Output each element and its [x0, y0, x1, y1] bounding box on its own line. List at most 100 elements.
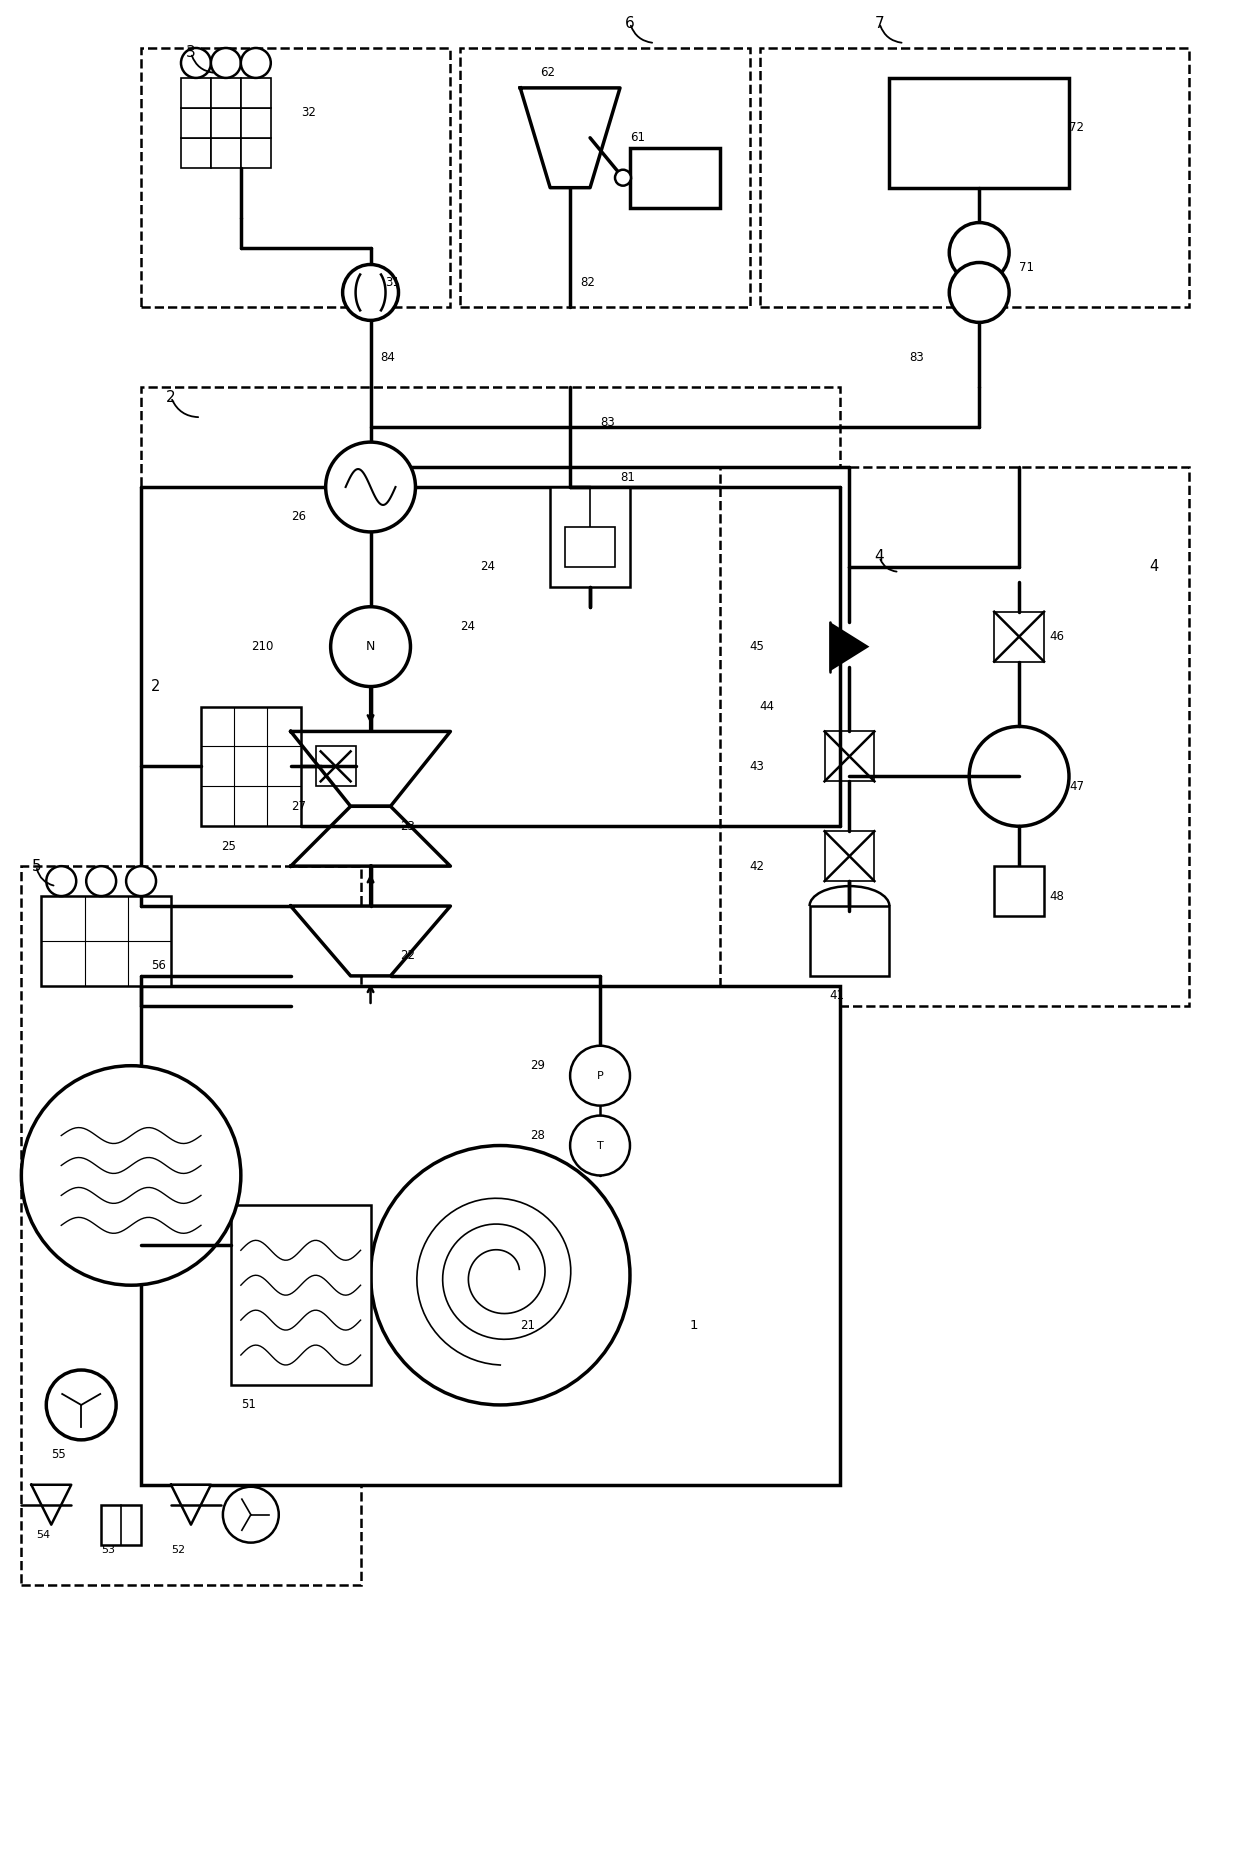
Text: 71: 71	[1019, 261, 1034, 274]
Circle shape	[87, 866, 117, 896]
Bar	[994, 612, 1044, 662]
Bar	[231, 1205, 371, 1385]
Bar	[141, 388, 839, 1006]
Circle shape	[126, 866, 156, 896]
Text: 31: 31	[386, 276, 401, 289]
Text: 72: 72	[1069, 121, 1084, 134]
Text: 22: 22	[401, 950, 415, 963]
Polygon shape	[290, 806, 450, 866]
Text: 61: 61	[630, 131, 645, 144]
Text: 27: 27	[290, 801, 306, 814]
Circle shape	[615, 170, 631, 187]
Bar	[630, 147, 719, 207]
Text: 4: 4	[1148, 560, 1158, 575]
Circle shape	[46, 866, 76, 896]
Bar	[460, 49, 750, 308]
Text: 3: 3	[186, 45, 196, 60]
Polygon shape	[171, 1485, 211, 1525]
Text: 48: 48	[1049, 890, 1064, 903]
Polygon shape	[830, 621, 869, 672]
Text: 6: 6	[625, 15, 635, 30]
Circle shape	[970, 726, 1069, 827]
Text: 54: 54	[36, 1530, 51, 1539]
Circle shape	[46, 1370, 117, 1441]
Bar	[41, 896, 171, 985]
Bar	[241, 138, 270, 168]
Text: 210: 210	[250, 640, 273, 653]
Circle shape	[950, 222, 1009, 282]
Bar	[181, 138, 211, 168]
Text: 32: 32	[301, 106, 316, 119]
Circle shape	[570, 1045, 630, 1107]
Bar	[141, 985, 839, 1485]
Bar	[316, 746, 356, 786]
Text: 45: 45	[750, 640, 765, 653]
Circle shape	[21, 1065, 241, 1286]
Polygon shape	[521, 88, 620, 188]
Text: 41: 41	[830, 989, 844, 1002]
Bar	[760, 49, 1189, 308]
Circle shape	[950, 263, 1009, 323]
Bar	[211, 78, 241, 108]
Text: 53: 53	[102, 1545, 115, 1554]
Text: 82: 82	[580, 276, 595, 289]
Text: 43: 43	[750, 759, 765, 773]
Bar	[141, 49, 450, 308]
Text: 47: 47	[1069, 780, 1084, 793]
Text: 51: 51	[241, 1398, 255, 1411]
Text: 26: 26	[290, 511, 306, 524]
Circle shape	[326, 442, 415, 532]
Circle shape	[570, 1116, 630, 1176]
Text: 83: 83	[909, 351, 924, 364]
Bar	[201, 707, 301, 827]
Text: 1: 1	[689, 1319, 698, 1332]
Text: 56: 56	[151, 959, 166, 972]
Text: 5: 5	[31, 858, 41, 873]
Text: T: T	[596, 1140, 604, 1151]
Text: 24: 24	[480, 560, 495, 573]
Text: 83: 83	[600, 416, 615, 429]
Circle shape	[342, 265, 398, 321]
Text: 2: 2	[151, 679, 160, 694]
Polygon shape	[290, 907, 450, 976]
Text: 23: 23	[401, 819, 415, 832]
Text: 2: 2	[166, 390, 176, 405]
Text: 24: 24	[460, 620, 475, 633]
Text: 7: 7	[874, 15, 884, 30]
Bar	[994, 866, 1044, 916]
Circle shape	[241, 49, 270, 78]
Bar	[21, 866, 361, 1584]
Text: N: N	[366, 640, 376, 653]
Bar	[565, 526, 615, 567]
Bar	[889, 78, 1069, 188]
Text: 62: 62	[541, 67, 556, 80]
Bar	[810, 907, 889, 976]
Text: 4: 4	[874, 549, 884, 564]
Polygon shape	[31, 1485, 71, 1525]
Text: 42: 42	[750, 860, 765, 873]
Bar	[211, 108, 241, 138]
Bar	[211, 138, 241, 168]
Bar	[181, 108, 211, 138]
Circle shape	[371, 1146, 630, 1405]
Circle shape	[181, 49, 211, 78]
Text: 46: 46	[1049, 631, 1064, 644]
Circle shape	[331, 606, 410, 687]
Bar	[551, 487, 630, 586]
Text: 29: 29	[531, 1060, 546, 1073]
Bar	[181, 78, 211, 108]
Text: 25: 25	[221, 840, 236, 853]
Text: P: P	[596, 1071, 604, 1080]
Circle shape	[223, 1487, 279, 1543]
Bar	[719, 466, 1189, 1006]
Bar	[241, 78, 270, 108]
Text: 21: 21	[521, 1319, 536, 1332]
Bar	[241, 108, 270, 138]
Text: 55: 55	[51, 1448, 66, 1461]
Bar	[102, 1504, 141, 1545]
Text: 52: 52	[171, 1545, 185, 1554]
Circle shape	[211, 49, 241, 78]
Text: 84: 84	[381, 351, 396, 364]
Polygon shape	[290, 731, 450, 806]
Text: 81: 81	[620, 470, 635, 483]
